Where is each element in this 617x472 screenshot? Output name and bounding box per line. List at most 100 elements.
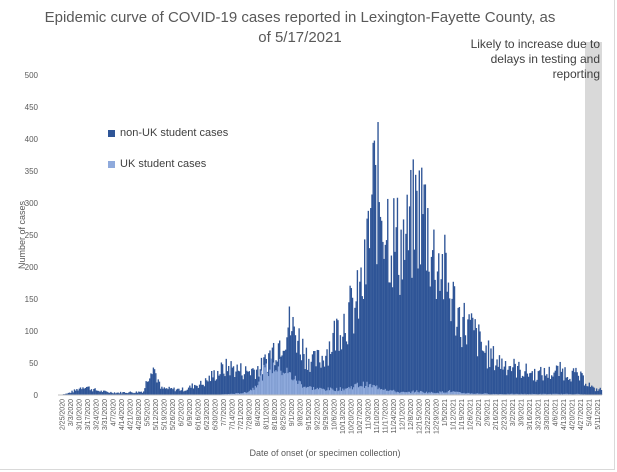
bar-uk xyxy=(455,391,457,395)
y-tick-label: 250 xyxy=(25,231,39,240)
bar-uk xyxy=(269,369,271,395)
bar-non-uk xyxy=(587,386,589,395)
bar-non-uk xyxy=(588,382,591,395)
bar-uk xyxy=(419,390,422,395)
bar-non-uk xyxy=(381,220,383,395)
bar-non-uk xyxy=(544,375,547,395)
x-tick-label: 3/23/2021 xyxy=(535,399,542,430)
x-tick-label: 5/4/2021 xyxy=(586,399,593,426)
x-tick-label: 3/17/2020 xyxy=(85,399,92,430)
bar-non-uk xyxy=(65,393,67,395)
bar-non-uk xyxy=(565,377,567,395)
bar-non-uk xyxy=(294,335,297,395)
bar-non-uk xyxy=(230,361,232,395)
bar-non-uk xyxy=(287,327,289,395)
x-tick-label: 3/16/2021 xyxy=(527,399,534,430)
bar-uk xyxy=(333,390,336,395)
bar-uk xyxy=(449,390,451,395)
bar-uk xyxy=(520,393,523,395)
bar-non-uk xyxy=(336,318,338,395)
bar-uk xyxy=(453,391,456,395)
bar-uk xyxy=(457,391,459,395)
bar-non-uk xyxy=(412,159,414,395)
bar-non-uk xyxy=(283,350,286,395)
bar-non-uk xyxy=(197,387,200,395)
bar-non-uk xyxy=(123,392,125,395)
bar-non-uk xyxy=(84,387,87,395)
bar-uk xyxy=(427,393,429,395)
bar-uk xyxy=(421,391,423,395)
bar-non-uk xyxy=(560,371,563,395)
x-tick-label: 3/30/2021 xyxy=(544,399,551,430)
bar-non-uk xyxy=(442,299,445,395)
bar-uk xyxy=(272,362,275,395)
y-axis-label: Number of cases xyxy=(17,200,27,270)
bar-non-uk xyxy=(362,298,365,395)
bar-uk xyxy=(563,393,565,395)
bar-uk xyxy=(287,373,289,395)
bar-non-uk xyxy=(468,314,470,395)
x-tick-label: 12/29/2020 xyxy=(433,399,440,434)
bar-uk xyxy=(436,392,439,395)
bar-non-uk xyxy=(169,388,172,395)
bar-non-uk xyxy=(476,356,479,395)
bar-non-uk xyxy=(393,198,395,395)
bar-non-uk xyxy=(435,299,438,395)
bar-non-uk xyxy=(155,373,157,395)
legend-item-uk: UK student cases xyxy=(108,157,228,171)
bar-non-uk xyxy=(331,351,333,395)
bar-non-uk xyxy=(525,363,527,395)
bar-uk xyxy=(376,385,378,395)
bar-uk xyxy=(468,392,470,395)
bar-non-uk xyxy=(451,298,453,395)
bar-non-uk xyxy=(204,378,207,395)
bar-non-uk xyxy=(208,375,210,395)
bar-non-uk xyxy=(541,375,543,395)
bar-uk xyxy=(517,393,519,395)
bar-non-uk xyxy=(126,392,128,395)
bar-non-uk xyxy=(366,218,368,395)
bar-uk xyxy=(470,393,473,395)
bar-non-uk xyxy=(417,268,419,395)
bar-uk xyxy=(390,390,393,395)
bar-non-uk xyxy=(102,390,105,395)
bar-non-uk xyxy=(405,233,407,395)
bar-non-uk xyxy=(306,369,309,395)
x-tick-label: 1/26/2021 xyxy=(467,399,474,430)
bar-non-uk xyxy=(99,391,101,395)
bar-non-uk xyxy=(570,381,572,395)
bar-non-uk xyxy=(251,368,253,395)
bar-non-uk xyxy=(147,381,150,395)
bar-uk xyxy=(274,371,276,395)
x-tick-label: 9/29/2020 xyxy=(323,399,330,430)
bar-non-uk xyxy=(371,194,373,395)
bar-uk xyxy=(345,388,348,395)
bar-uk xyxy=(257,385,259,395)
bar-non-uk xyxy=(557,365,559,395)
bar-uk xyxy=(359,386,361,395)
bar-non-uk xyxy=(398,274,400,395)
bar-non-uk xyxy=(92,391,94,395)
bar-non-uk xyxy=(220,362,223,395)
bar-non-uk xyxy=(236,364,238,395)
legend-swatch-uk xyxy=(108,160,115,168)
bar-uk xyxy=(332,389,334,395)
x-tick-label: 6/16/2020 xyxy=(195,399,202,430)
bar-uk xyxy=(429,392,431,395)
bar-uk xyxy=(512,393,514,395)
bar-non-uk xyxy=(559,361,561,395)
y-tick-label: 50 xyxy=(29,359,38,368)
bar-non-uk xyxy=(174,391,176,395)
bar-uk xyxy=(440,392,442,395)
bar-uk xyxy=(406,392,408,395)
x-tick-label: 11/24/2020 xyxy=(391,399,398,434)
bar-uk xyxy=(450,392,452,395)
bar-non-uk xyxy=(340,349,343,395)
bar-non-uk xyxy=(141,392,144,395)
bar-non-uk xyxy=(95,390,98,395)
y-tick-label: 200 xyxy=(25,263,39,272)
bar-non-uk xyxy=(162,388,164,395)
bar-non-uk xyxy=(424,184,427,395)
bar-non-uk xyxy=(561,368,564,395)
bar-non-uk xyxy=(385,240,388,395)
